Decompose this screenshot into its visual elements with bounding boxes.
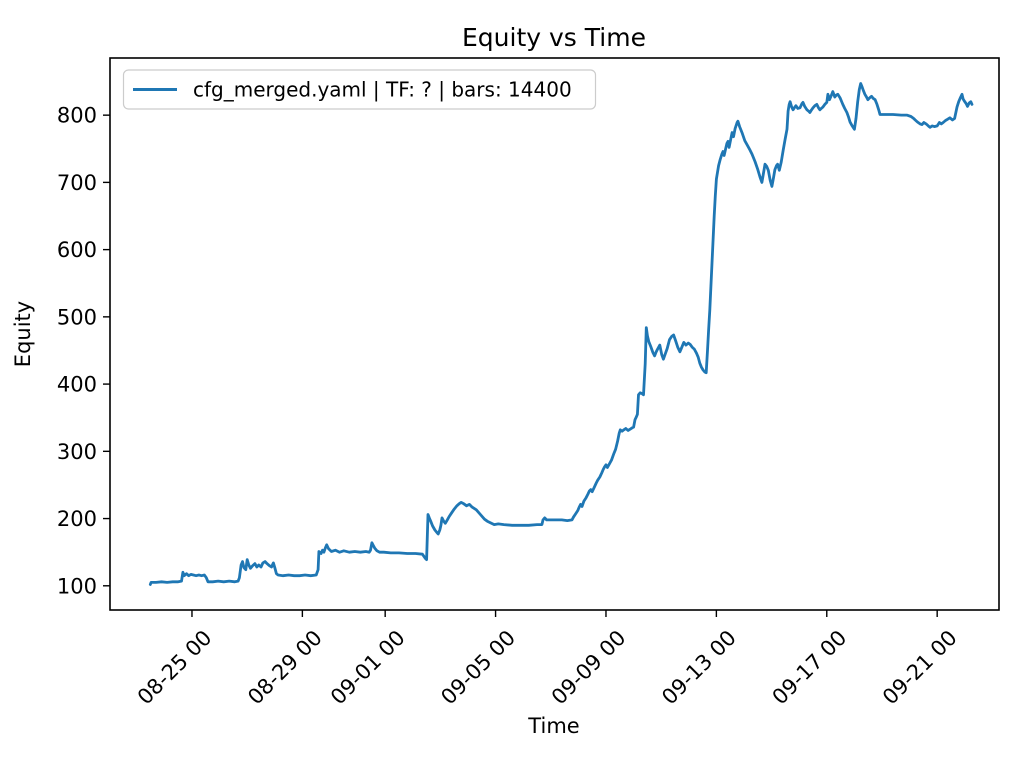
x-tick-label: 09-05 00 xyxy=(436,626,520,710)
y-tick-label: 300 xyxy=(57,440,97,464)
y-tick-label: 500 xyxy=(57,305,97,329)
x-tick-label: 09-09 00 xyxy=(547,626,631,710)
x-tick-label: 08-25 00 xyxy=(133,626,217,710)
y-tick-label: 700 xyxy=(57,171,97,195)
y-tick-label: 400 xyxy=(57,373,97,397)
y-tick-label: 200 xyxy=(57,507,97,531)
x-axis-label: Time xyxy=(527,714,579,738)
legend: cfg_merged.yaml | TF: ? | bars: 14400 xyxy=(122,69,597,110)
y-tick-label: 800 xyxy=(57,104,97,128)
plot-area-border xyxy=(109,57,1000,611)
y-tick-label: 600 xyxy=(57,238,97,262)
y-tick-label: 100 xyxy=(57,574,97,598)
y-axis-ticks: 100 200 300 400 500 600 700 800 xyxy=(57,104,110,598)
legend-label: cfg_merged.yaml | TF: ? | bars: 14400 xyxy=(193,78,572,102)
y-axis-label: Equity xyxy=(11,301,35,367)
x-tick-label: 08-29 00 xyxy=(243,626,327,710)
x-tick-label: 09-17 00 xyxy=(768,626,852,710)
chart-title: Equity vs Time xyxy=(462,23,646,52)
x-axis-ticks: 08-25 00 08-29 00 09-01 00 09-05 00 09-09 00… xyxy=(133,610,962,709)
x-tick-label: 09-21 00 xyxy=(878,626,962,710)
equity-curve xyxy=(148,82,974,586)
x-tick-label: 09-13 00 xyxy=(657,626,741,710)
x-tick-label: 09-01 00 xyxy=(326,626,410,710)
legend-box xyxy=(122,69,597,110)
